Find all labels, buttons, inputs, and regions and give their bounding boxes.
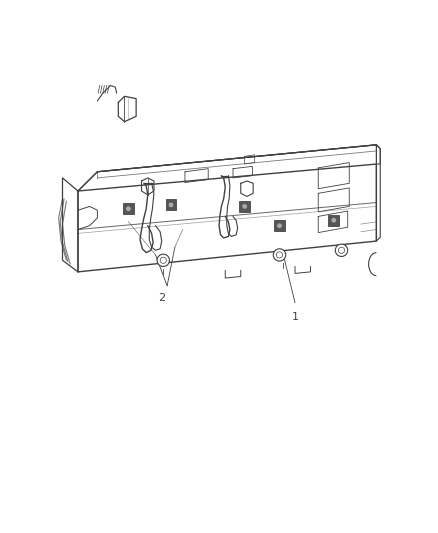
Circle shape bbox=[160, 257, 166, 263]
Circle shape bbox=[339, 247, 345, 253]
Circle shape bbox=[242, 204, 247, 209]
Bar bbox=[239, 201, 250, 212]
Circle shape bbox=[331, 217, 336, 223]
Text: 2: 2 bbox=[158, 294, 165, 303]
Circle shape bbox=[336, 244, 348, 256]
Text: 1: 1 bbox=[292, 312, 299, 322]
Bar bbox=[123, 203, 134, 214]
Circle shape bbox=[276, 252, 283, 258]
Circle shape bbox=[273, 249, 286, 261]
Circle shape bbox=[168, 202, 174, 207]
Circle shape bbox=[157, 254, 170, 266]
Circle shape bbox=[126, 206, 131, 212]
Bar bbox=[274, 220, 285, 231]
Circle shape bbox=[277, 223, 282, 228]
Bar bbox=[166, 199, 177, 210]
Bar bbox=[328, 215, 339, 225]
